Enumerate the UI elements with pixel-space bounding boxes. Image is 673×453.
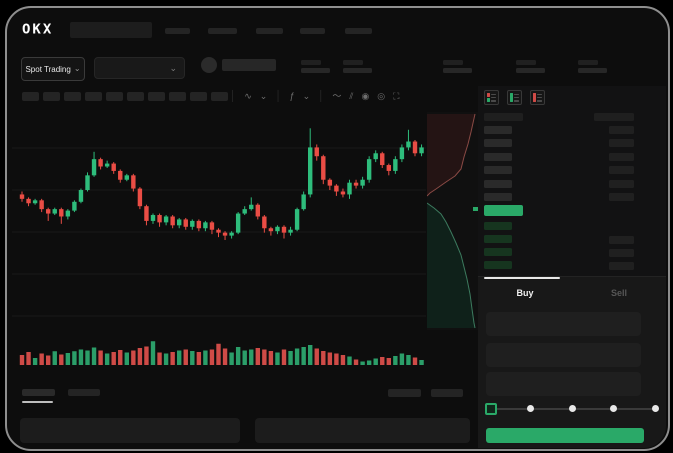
toolbar-separator: │	[275, 90, 282, 102]
line-tool-icon[interactable]: 〜	[332, 91, 342, 101]
book-buys-icon[interactable]	[507, 90, 522, 105]
timeframe-button[interactable]	[106, 92, 123, 101]
total-input[interactable]	[486, 372, 641, 396]
slider-step-dot[interactable]	[610, 405, 617, 412]
stat-value-placeholder	[443, 68, 472, 73]
nav-item-placeholder[interactable]	[256, 28, 283, 34]
chevron-down-icon[interactable]: ⌄	[259, 91, 268, 101]
buy-submit-button[interactable]	[486, 428, 644, 443]
nav-item-placeholder[interactable]	[345, 28, 372, 34]
bottom-field-placeholder[interactable]	[255, 418, 470, 443]
last-price-badge[interactable]	[484, 205, 523, 216]
bottom-tab-underline	[22, 401, 53, 403]
stat-label-placeholder	[516, 60, 536, 65]
indicators-icon[interactable]: ƒ	[289, 91, 295, 101]
tab-buy[interactable]: Buy	[516, 288, 534, 298]
timeframe-button[interactable]	[64, 92, 81, 101]
stat-label-placeholder	[343, 60, 363, 65]
chart-toolbar-icons: │ ∿ ⌄ │ ƒ ⌄ │ 〜 ⫽ ◉ ◎ ⛶	[230, 89, 399, 104]
nav-item-placeholder[interactable]	[300, 28, 325, 34]
chevron-down-icon: ⌄	[73, 64, 81, 73]
timeframe-button[interactable]	[43, 92, 60, 101]
active-tab-indicator	[484, 277, 560, 279]
bottom-tab[interactable]	[68, 389, 100, 396]
nav-item-placeholder[interactable]	[165, 28, 190, 34]
coin-avatar[interactable]	[201, 57, 217, 73]
stat-value-placeholder	[301, 68, 330, 73]
stat-label-placeholder	[443, 60, 463, 65]
slider-step-dot[interactable]	[651, 405, 659, 412]
bottom-action-button[interactable]	[431, 389, 463, 397]
market-stat	[443, 60, 473, 73]
market-type-selector[interactable]: Spot Trading ⌄	[21, 57, 85, 81]
timeframe-button[interactable]	[190, 92, 207, 101]
market-stat	[343, 60, 373, 73]
price-input[interactable]	[486, 312, 641, 336]
stat-label-placeholder	[578, 60, 598, 65]
settings-icon[interactable]: ◎	[377, 91, 386, 101]
candlestick-chart[interactable]	[12, 112, 426, 374]
stat-value-placeholder	[578, 68, 607, 73]
timeframe-button[interactable]	[22, 92, 39, 101]
market-stat	[301, 60, 331, 73]
compare-icon[interactable]: ⫽	[349, 91, 354, 101]
bottom-field-placeholder[interactable]	[20, 418, 240, 443]
stat-value-placeholder	[516, 68, 545, 73]
toolbar-separator: │	[230, 90, 237, 102]
slider-handle[interactable]	[485, 403, 497, 415]
timeframe-button[interactable]	[148, 92, 165, 101]
camera-icon[interactable]: ◉	[361, 91, 370, 101]
okx-logo[interactable]: OKX	[22, 22, 54, 38]
bottom-action-button[interactable]	[388, 389, 421, 397]
pair-selector-dropdown[interactable]: ⌄	[94, 57, 185, 79]
book-combined-icon[interactable]	[484, 90, 499, 105]
tab-sell[interactable]: Sell	[610, 288, 627, 298]
amount-input[interactable]	[486, 343, 641, 367]
chart-type-icon[interactable]: ∿	[244, 91, 252, 101]
toolbar-separator: │	[318, 90, 325, 102]
orderbook-col-header-price	[484, 113, 523, 121]
market-type-label: Spot Trading	[25, 64, 71, 74]
fullscreen-icon[interactable]: ⛶	[393, 91, 400, 101]
book-sells-icon[interactable]	[530, 90, 545, 105]
stat-value-placeholder	[343, 68, 372, 73]
slider-step-dot[interactable]	[568, 405, 576, 412]
pair-name-placeholder	[222, 59, 276, 71]
nav-item-placeholder[interactable]	[208, 28, 237, 34]
ticker-placeholder	[70, 22, 152, 38]
orderbook-col-header-amount	[594, 113, 634, 121]
timeframe-button[interactable]	[85, 92, 102, 101]
order-book-view-icons	[484, 90, 545, 105]
stat-label-placeholder	[301, 60, 321, 65]
bottom-tab-active[interactable]	[22, 389, 55, 396]
chevron-down-icon[interactable]: ⌄	[302, 91, 311, 101]
timeframe-button[interactable]	[127, 92, 144, 101]
timeframe-button[interactable]	[211, 92, 228, 101]
chevron-down-icon: ⌄	[169, 62, 177, 73]
timeframe-button[interactable]	[169, 92, 186, 101]
depth-chart	[426, 112, 478, 330]
market-stat	[578, 60, 608, 73]
slider-step-dot[interactable]	[527, 405, 534, 412]
market-stat	[516, 60, 546, 73]
